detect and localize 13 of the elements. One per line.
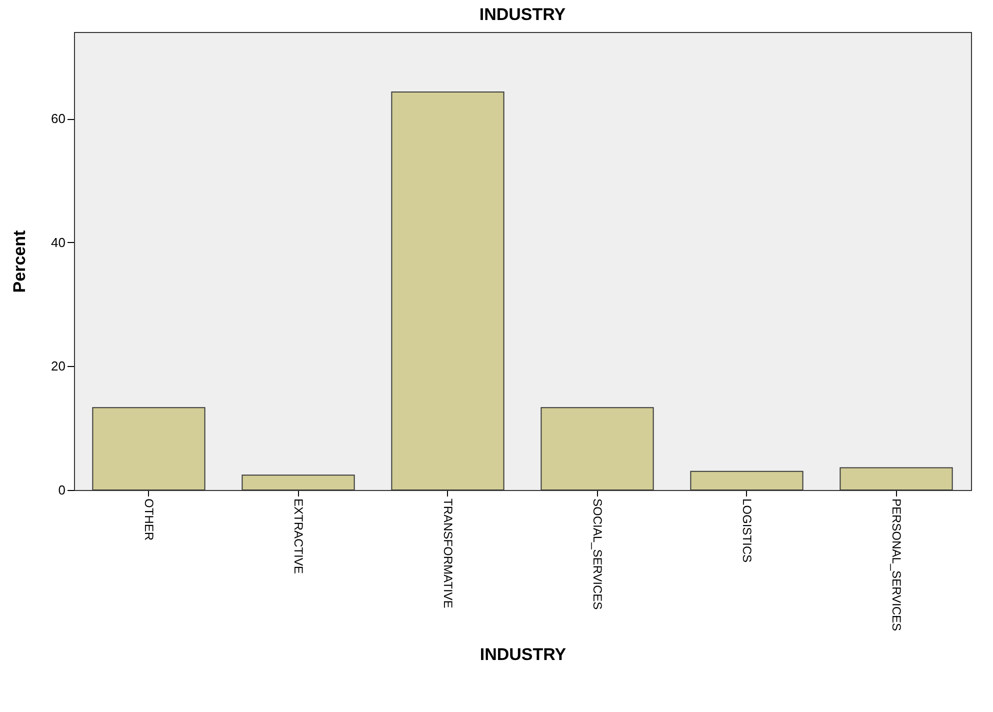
y-tick-label: 0 [58, 482, 66, 498]
x-tick-label: LOGISTICS [740, 498, 754, 563]
y-tick-label: 40 [51, 234, 66, 250]
x-axis-title: INDUSTRY [480, 645, 567, 664]
y-tick-label: 60 [51, 111, 66, 126]
x-tick-label: SOCIAL_SERVICES [590, 498, 604, 610]
y-tick-label: 20 [51, 358, 66, 374]
y-axis-title: Percent [10, 230, 30, 293]
x-tick-label: PERSONAL_SERVICES [889, 498, 904, 631]
chart-title: INDUSTRY [479, 5, 566, 24]
x-tick-label: EXTRACTIVE [291, 498, 306, 574]
x-tick-label: OTHER [142, 498, 156, 541]
x-tick-label: TRANSFORMATIVE [440, 498, 455, 608]
